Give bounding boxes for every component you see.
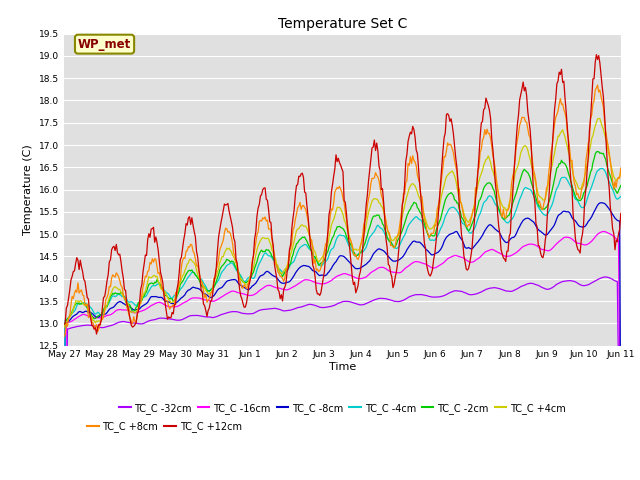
Title: Temperature Set C: Temperature Set C: [278, 17, 407, 31]
X-axis label: Time: Time: [329, 362, 356, 372]
Y-axis label: Temperature (C): Temperature (C): [24, 144, 33, 235]
Legend: TC_C +8cm, TC_C +12cm: TC_C +8cm, TC_C +12cm: [83, 418, 246, 436]
Text: WP_met: WP_met: [78, 37, 131, 51]
